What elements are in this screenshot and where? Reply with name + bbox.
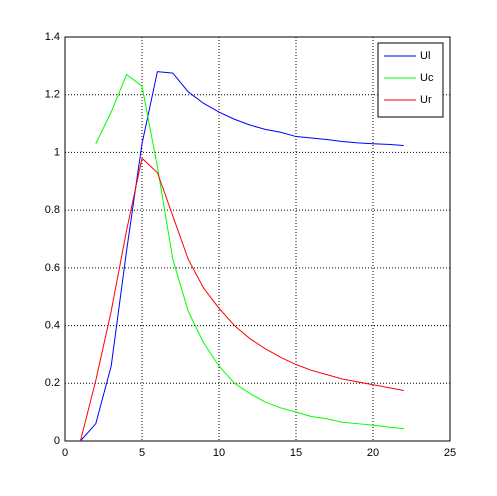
x-tick-label: 25 xyxy=(444,447,456,459)
x-tick-label: 0 xyxy=(62,447,68,459)
legend-label: Ul xyxy=(420,50,430,62)
y-tick-label: 0 xyxy=(54,435,60,447)
y-tick-label: 1.4 xyxy=(45,31,60,43)
x-tick-label: 15 xyxy=(290,447,302,459)
line-series xyxy=(80,71,404,442)
x-tick-label: 10 xyxy=(213,447,225,459)
y-tick-label: 1 xyxy=(54,146,60,158)
legend: Ul Uc Ur xyxy=(377,42,444,118)
legend-label: Uc xyxy=(420,72,434,84)
line-series xyxy=(95,73,404,430)
y-tick-label: 0.4 xyxy=(45,319,60,331)
y-tick-label: 0.8 xyxy=(45,204,60,216)
x-tick-label: 5 xyxy=(139,447,145,459)
legend-box xyxy=(377,42,444,118)
legend-label: Ur xyxy=(420,94,432,106)
y-tick-label: 1.2 xyxy=(45,89,60,101)
axes-box xyxy=(64,36,451,442)
y-tick-label: 0.6 xyxy=(45,262,60,274)
x-tick-label: 20 xyxy=(367,447,379,459)
y-tick-label: 0.2 xyxy=(45,377,60,389)
line-series xyxy=(79,157,404,442)
